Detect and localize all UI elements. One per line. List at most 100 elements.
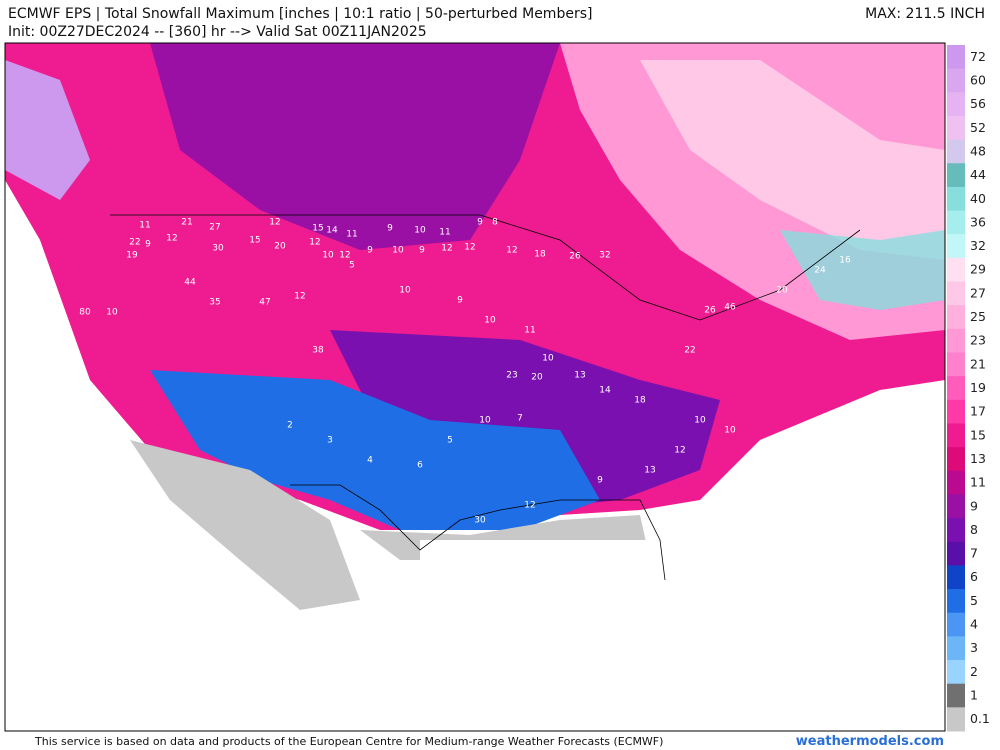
snow-total-label: 13: [644, 466, 655, 476]
colorbar-label: 25: [970, 309, 986, 324]
snow-total-label: 10: [399, 286, 411, 296]
colorbar-swatch: [947, 139, 965, 164]
colorbar-swatch: [947, 210, 965, 235]
snow-total-label: 10: [542, 354, 554, 364]
snow-total-label: 3: [327, 436, 333, 446]
snow-total-label: 20: [274, 242, 286, 252]
colorbar-label: 60: [970, 72, 986, 87]
snow-total-label: 15: [312, 224, 323, 234]
colorbar-swatch: [947, 115, 965, 141]
colorbar-swatch: [947, 541, 965, 566]
colorbar-swatch: [947, 447, 965, 472]
snow-total-label: 12: [269, 218, 280, 228]
snow-total-label: 5: [447, 436, 453, 446]
snow-total-label: 9: [477, 218, 483, 228]
colorbar-swatch: [947, 186, 965, 212]
colorbar-label: 11: [970, 475, 986, 490]
colorbar-label: 13: [970, 451, 986, 466]
snow-total-label: 30: [212, 244, 224, 254]
colorbar-swatch: [947, 518, 965, 543]
colorbar-label: 21: [970, 356, 986, 371]
colorbar-swatch: [947, 636, 965, 661]
snow-total-label: 8: [492, 218, 498, 228]
snow-total-label: 12: [441, 244, 452, 254]
colorbar-label: 6: [970, 569, 978, 584]
colorbar-label: 72: [970, 49, 986, 64]
colorbar-label: 52: [970, 120, 986, 135]
colorbar-swatch: [947, 707, 965, 732]
snow-total-label: 26: [569, 252, 581, 262]
colorbar-swatch: [947, 68, 965, 93]
colorbar-swatch: [947, 612, 965, 637]
snow-total-label: 22: [684, 346, 695, 356]
snow-total-label: 11: [139, 221, 150, 231]
snow-total-label: 12: [524, 501, 535, 511]
colorbar-label: 27: [970, 285, 986, 300]
map-frame: [4, 42, 946, 732]
colorbar-label: 40: [970, 191, 986, 206]
max-value: MAX: 211.5 INCH: [865, 6, 985, 22]
colorbar-label: 0.1: [970, 711, 990, 726]
colorbar-swatch: [947, 281, 965, 306]
snow-total-label: 21: [181, 218, 192, 228]
colorbar-label: 3: [970, 640, 978, 655]
snow-total-label: 5: [349, 261, 355, 271]
colorbar-swatch: [947, 423, 965, 448]
colorbar-swatch: [947, 589, 965, 614]
snow-total-label: 9: [597, 476, 603, 486]
snow-total-label: 46: [724, 303, 736, 313]
snow-total-label: 20: [531, 373, 543, 383]
snow-total-label: 7: [517, 414, 523, 424]
colorbar-label: 19: [970, 380, 986, 395]
colorbar-label: 15: [970, 427, 986, 442]
colorbar-label: 44: [970, 167, 986, 182]
snow-total-label: 30: [474, 516, 486, 526]
snow-total-label: 10: [106, 308, 118, 318]
colorbar-swatch: [947, 257, 965, 283]
snow-total-label: 22: [129, 238, 140, 248]
snow-total-label: 32: [599, 251, 610, 261]
colorbar-swatch: [947, 352, 965, 377]
footer-note: This service is based on data and produc…: [34, 735, 663, 748]
colorbar-swatch: [947, 328, 965, 354]
colorbar-swatch: [947, 565, 965, 590]
colorbar-label: 23: [970, 333, 986, 348]
snow-total-label: 24: [814, 266, 826, 276]
colorbar-swatch: [947, 494, 965, 519]
colorbar-swatch: [947, 376, 965, 401]
snow-total-label: 10: [694, 416, 706, 426]
snow-total-label: 16: [839, 256, 851, 266]
colorbar-swatch: [947, 163, 965, 188]
colorbar-swatch: [947, 45, 965, 70]
colorbar-label: 7: [970, 546, 978, 561]
snow-total-label: 10: [484, 316, 496, 326]
snow-total-label: 10: [414, 226, 426, 236]
colorbar-label: 29: [970, 262, 986, 277]
colorbar-label: 36: [970, 214, 986, 229]
snow-total-label: 12: [294, 292, 305, 302]
snow-total-label: 14: [599, 386, 611, 396]
colorbar-label: 17: [970, 404, 986, 419]
colorbar-swatch: [947, 399, 965, 424]
snow-total-label: 27: [209, 223, 220, 233]
snow-total-label: 2: [287, 421, 293, 431]
colorbar-swatch: [947, 305, 965, 330]
colorbar-label: 2: [970, 664, 978, 679]
colorbar-label: 8: [970, 522, 978, 537]
snow-total-label: 20: [776, 286, 788, 296]
snow-total-label: 14: [326, 226, 338, 236]
snow-total-label: 9: [367, 246, 373, 256]
snow-total-label: 9: [419, 246, 425, 256]
colorbar: 7260565248444036322927252321191715131198…: [947, 45, 990, 732]
colorbar-swatch: [947, 683, 965, 708]
colorbar-label: 4: [970, 617, 978, 632]
snow-total-label: 44: [184, 278, 196, 288]
colorbar-swatch: [947, 234, 965, 259]
title: ECMWF EPS | Total Snowfall Maximum [inch…: [8, 6, 592, 22]
snow-total-label: 9: [387, 224, 393, 234]
colorbar-swatch: [947, 470, 965, 495]
snow-field: [5, 43, 945, 731]
snow-total-label: 12: [674, 446, 685, 456]
snow-total-label: 9: [145, 240, 151, 250]
colorbar-label: 1: [970, 688, 978, 703]
